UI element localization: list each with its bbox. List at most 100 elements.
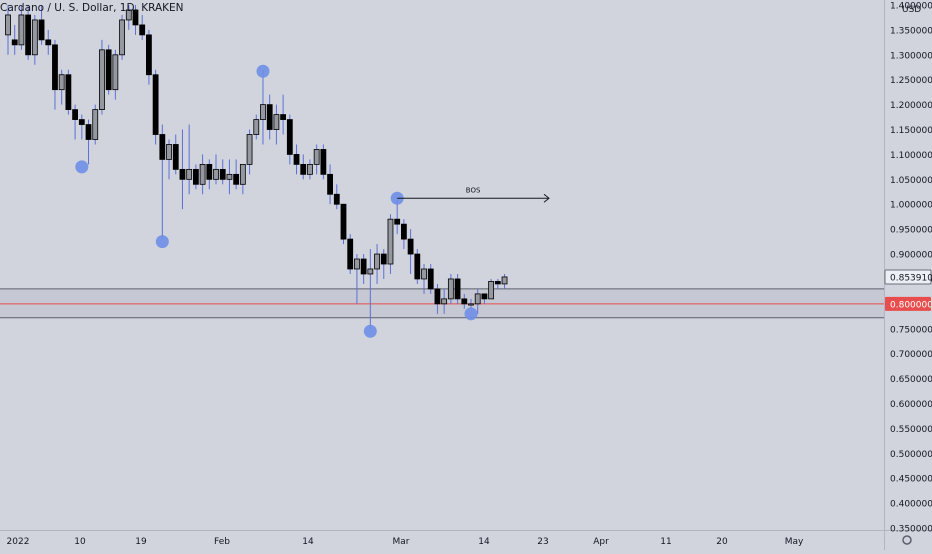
- swing-marker[interactable]: [464, 307, 478, 321]
- candle-body[interactable]: [99, 49, 105, 110]
- candle-body[interactable]: [414, 253, 421, 280]
- price-tick-label: 1.350000: [890, 26, 932, 36]
- candle-body[interactable]: [421, 268, 427, 280]
- candle-body[interactable]: [374, 253, 380, 270]
- candle-body[interactable]: [52, 44, 58, 91]
- candle-body[interactable]: [152, 74, 159, 135]
- candle-body[interactable]: [307, 163, 313, 175]
- candle-body[interactable]: [447, 278, 454, 300]
- candle-body[interactable]: [219, 168, 226, 180]
- time-tick-label: 14: [302, 537, 314, 547]
- candle-body[interactable]: [454, 278, 461, 300]
- candle-body[interactable]: [58, 74, 65, 91]
- candle-body[interactable]: [119, 19, 125, 56]
- time-tick-label: 23: [537, 537, 548, 547]
- candle-body[interactable]: [253, 119, 260, 135]
- candle-body[interactable]: [347, 238, 354, 270]
- price-tick-label: 0.500000: [890, 450, 932, 460]
- candle-body[interactable]: [260, 104, 266, 120]
- candle-body[interactable]: [380, 253, 387, 265]
- candle-body[interactable]: [192, 168, 199, 185]
- candle-body[interactable]: [125, 9, 132, 21]
- price-tick-label: 0.450000: [890, 475, 932, 485]
- candle-body[interactable]: [340, 203, 347, 240]
- candle-body[interactable]: [273, 114, 280, 130]
- candle-body[interactable]: [105, 49, 112, 91]
- candle-body[interactable]: [85, 124, 92, 140]
- candle-body[interactable]: [367, 268, 374, 275]
- swing-marker[interactable]: [155, 235, 169, 249]
- candle-body[interactable]: [239, 163, 246, 185]
- candle-body[interactable]: [488, 281, 495, 300]
- candle-body[interactable]: [327, 173, 333, 195]
- current-price-tag[interactable]: [884, 269, 932, 285]
- candle-body[interactable]: [407, 238, 414, 255]
- candle-body[interactable]: [45, 39, 52, 46]
- candle-body[interactable]: [427, 268, 434, 290]
- candle-body[interactable]: [11, 39, 18, 46]
- candle-body[interactable]: [206, 163, 213, 180]
- candle-body[interactable]: [293, 154, 300, 165]
- candle-body[interactable]: [387, 218, 394, 265]
- price-tick-label: 1.300000: [890, 51, 932, 61]
- swing-marker[interactable]: [75, 160, 89, 174]
- candle-body[interactable]: [31, 19, 38, 56]
- candle-body[interactable]: [246, 134, 253, 165]
- candle-body[interactable]: [333, 193, 340, 205]
- candle-body[interactable]: [360, 258, 367, 275]
- candle-body[interactable]: [313, 149, 320, 165]
- candle-body[interactable]: [474, 293, 481, 305]
- swing-marker[interactable]: [363, 324, 377, 338]
- price-tick-label: 0.900000: [890, 251, 932, 261]
- candle-body[interactable]: [38, 19, 45, 41]
- candle-body[interactable]: [186, 168, 193, 180]
- time-tick-label: 14: [478, 537, 490, 547]
- support-price-tag[interactable]: [885, 296, 931, 311]
- candle-body[interactable]: [132, 9, 139, 26]
- candle-body[interactable]: [25, 14, 32, 56]
- candle-body[interactable]: [494, 281, 501, 285]
- candle-body[interactable]: [468, 303, 474, 306]
- candle-body[interactable]: [461, 298, 468, 305]
- candle-body[interactable]: [213, 168, 219, 180]
- candle-body[interactable]: [166, 144, 172, 160]
- candle-body[interactable]: [280, 114, 287, 120]
- candle-body[interactable]: [266, 104, 273, 130]
- price-tick-label: 0.550000: [890, 425, 932, 435]
- candle-body[interactable]: [172, 144, 179, 170]
- time-tick-label: 11: [660, 537, 671, 547]
- candle-body[interactable]: [112, 54, 119, 91]
- candle-body[interactable]: [226, 173, 233, 180]
- candle-body[interactable]: [481, 293, 488, 300]
- candle-body[interactable]: [72, 109, 78, 120]
- candle-body[interactable]: [92, 109, 99, 140]
- candle-body[interactable]: [5, 14, 11, 36]
- price-tick-label: 0.650000: [890, 375, 932, 385]
- candle-body[interactable]: [233, 173, 240, 185]
- candle-body[interactable]: [354, 258, 360, 270]
- settings-gear-icon[interactable]: [902, 535, 912, 545]
- price-tick-label: 1.100000: [890, 151, 932, 161]
- candle-body[interactable]: [139, 24, 146, 36]
- candle-body[interactable]: [78, 119, 85, 125]
- candle-body[interactable]: [394, 218, 401, 225]
- candle-body[interactable]: [159, 134, 166, 160]
- candle-body[interactable]: [400, 223, 407, 240]
- candle-body[interactable]: [320, 149, 327, 175]
- candle-body[interactable]: [434, 288, 441, 305]
- candle-body[interactable]: [300, 163, 307, 175]
- currency-label[interactable]: USD: [902, 5, 922, 15]
- candle-body[interactable]: [286, 119, 293, 155]
- candle-body[interactable]: [146, 34, 152, 76]
- candle-body[interactable]: [441, 298, 448, 305]
- candle-body[interactable]: [501, 276, 508, 285]
- swing-marker[interactable]: [256, 64, 270, 78]
- bos-label: BOS: [466, 186, 481, 194]
- price-tick-label: 0.750000: [890, 325, 932, 335]
- candle-body[interactable]: [179, 168, 186, 180]
- candle-body[interactable]: [199, 163, 206, 185]
- candle-body[interactable]: [18, 14, 25, 46]
- candle-body[interactable]: [65, 74, 72, 110]
